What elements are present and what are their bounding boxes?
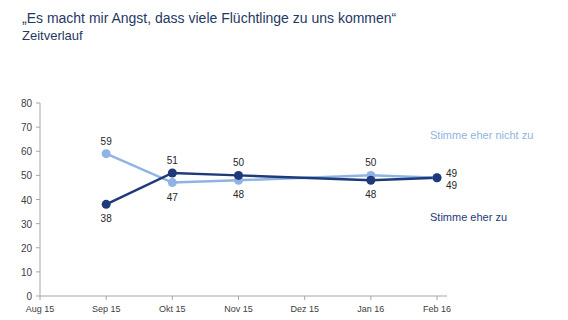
point	[234, 171, 243, 180]
data-label: 50	[365, 157, 377, 168]
x-tick	[40, 296, 41, 300]
y-tick-label: 0	[26, 291, 32, 302]
title: „Es macht mir Angst, dass viele Flüchtli…	[22, 10, 397, 26]
x-tick-label: Sep 15	[92, 304, 121, 314]
chart: „Es macht mir Angst, dass viele Flüchtli…	[0, 0, 568, 320]
legend-entry: Stimme eher nicht zu	[430, 129, 533, 141]
legend-entry: Stimme eher zu	[430, 211, 507, 223]
y-tick	[36, 296, 40, 297]
y-tick-label: 10	[21, 267, 33, 278]
data-label: 59	[101, 136, 113, 147]
data-label: 47	[167, 192, 179, 203]
x-tick-label: Jan 16	[357, 304, 384, 314]
point	[366, 176, 375, 185]
series-line	[106, 173, 437, 204]
x-tick-label: Dez 15	[290, 304, 319, 314]
x-tick	[437, 296, 438, 300]
x-tick-label: Okt 15	[159, 304, 186, 314]
data-labels: 59 47 48 50 49 38 51 50 48 49	[101, 136, 458, 225]
data-label: 48	[233, 189, 245, 200]
y-tick-label: 70	[21, 122, 33, 133]
data-label: 49	[446, 168, 458, 179]
subtitle: Zeitverlauf	[22, 28, 83, 43]
point	[168, 178, 177, 187]
data-label: 51	[167, 155, 179, 166]
point	[102, 200, 111, 209]
y-tick	[36, 247, 40, 248]
y-tick	[36, 271, 40, 272]
data-label: 50	[233, 157, 245, 168]
point	[102, 149, 111, 158]
y-tick	[36, 175, 40, 176]
x-tick	[304, 296, 305, 300]
data-label: 38	[101, 213, 113, 224]
point	[433, 173, 442, 182]
series-line	[106, 154, 437, 183]
y-tick	[36, 151, 40, 152]
y-tick-label: 60	[21, 146, 33, 157]
point	[168, 168, 177, 177]
y-tick	[36, 103, 40, 104]
x-tick-label: Aug 15	[26, 304, 55, 314]
y-tick-label: 20	[21, 243, 33, 254]
point	[433, 173, 442, 182]
x-tick	[370, 296, 371, 300]
y-tick	[36, 199, 40, 200]
y-tick-label: 80	[21, 98, 33, 109]
y-tick	[36, 223, 40, 224]
marks	[102, 149, 442, 209]
x-tick-label: Nov 15	[224, 304, 253, 314]
y-tick-label: 30	[21, 219, 33, 230]
x-tick	[238, 296, 239, 300]
y-tick-label: 40	[21, 195, 33, 206]
x-tick-label: Feb 16	[423, 304, 451, 314]
x-axis	[40, 296, 447, 297]
x-tick	[106, 296, 107, 300]
data-label: 49	[446, 180, 458, 191]
x-tick	[172, 296, 173, 300]
data-label: 48	[365, 189, 377, 200]
y-tick-label: 50	[21, 170, 33, 181]
y-tick	[36, 127, 40, 128]
